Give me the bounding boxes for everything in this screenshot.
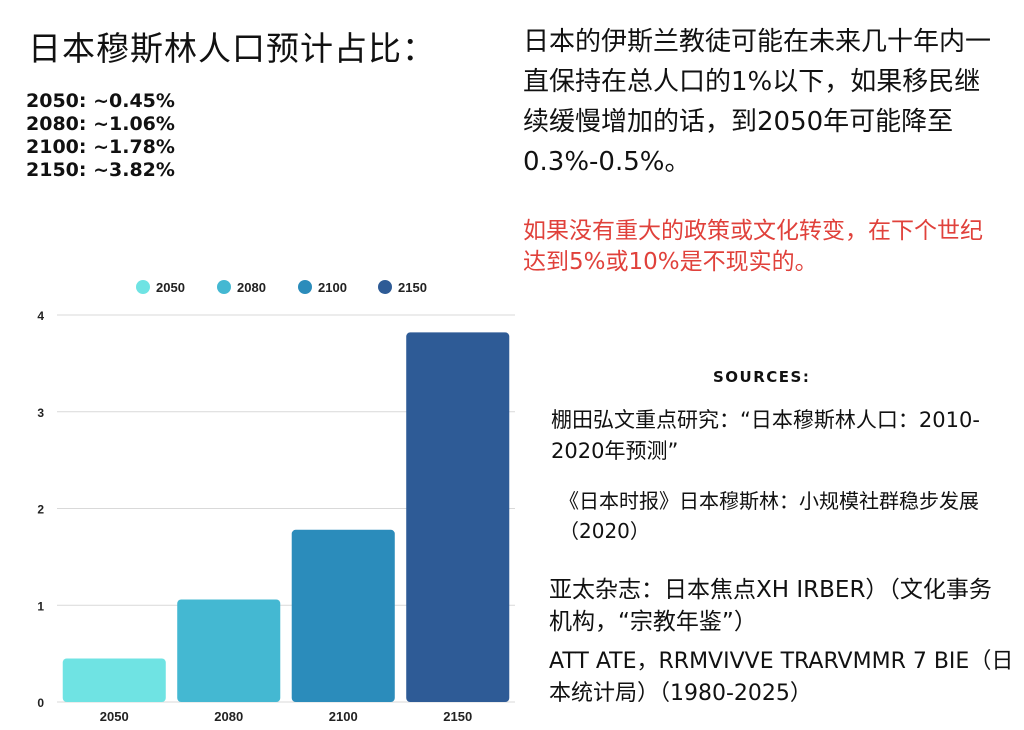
legend-swatch [136,280,150,294]
bar-2150 [406,332,510,702]
x-tick-label: 2100 [329,709,358,724]
bar-chart: 0 1 2 3 4 2050 2080 2100 2150 2050 2080 2100 2150 [37,280,515,724]
legend-swatch [298,280,312,294]
y-tick-label: 1 [37,599,44,613]
stat-2150: 2150: ~3.82% [26,159,175,181]
legend-label: 2050 [156,280,185,295]
bar-2080 [177,599,281,702]
legend-swatch [217,280,231,294]
legend-swatch [378,280,392,294]
x-tick-label: 2080 [214,709,243,724]
stats-list: 2050: ~0.45% 2080: ~1.06% 2100: ~1.78% 2… [26,90,175,182]
main-title: 日本穆斯林人口预计占比： [28,29,436,68]
stat-2050: 2050: ~0.45% [26,90,175,112]
x-tick-label: 2050 [100,709,129,724]
warning-text: 如果没有重大的政策或文化转变，在下个世纪达到5%或10%是不现实的。 [523,218,983,275]
stat-2100: 2100: ~1.78% [26,136,175,158]
legend-label: 2080 [237,280,266,295]
stat-2080: 2080: ~1.06% [26,113,175,135]
bar-2100 [291,529,395,702]
y-tick-label: 0 [37,696,44,710]
source-item: 亚太杂志：日本焦点XH IRBER）（文化事务机构，“宗教年鉴”） [549,577,992,635]
source-item: 《日本时报》日本穆斯林：小规模社群稳步发展（2020） [559,489,979,543]
summary-text: 日本的伊斯兰教徒可能在未来几十年内一直保持在总人口的1%以下，如果移民继续缓慢增… [523,27,992,177]
source-item: ATT ATE，RRMVIVVE TRARVMMR 7 BIE（日本统计局）（1… [549,649,1014,706]
bar-2050 [62,658,166,702]
y-tick-label: 3 [37,406,44,420]
sources-heading: SOURCES: [713,368,811,386]
x-tick-label: 2150 [443,709,472,724]
legend-label: 2100 [318,280,347,295]
source-item: 棚田弘文重点研究：“日本穆斯林人口：2010-2020年预测” [551,408,980,463]
legend-label: 2150 [398,280,427,295]
y-tick-label: 2 [37,503,44,517]
y-tick-label: 4 [37,309,44,323]
